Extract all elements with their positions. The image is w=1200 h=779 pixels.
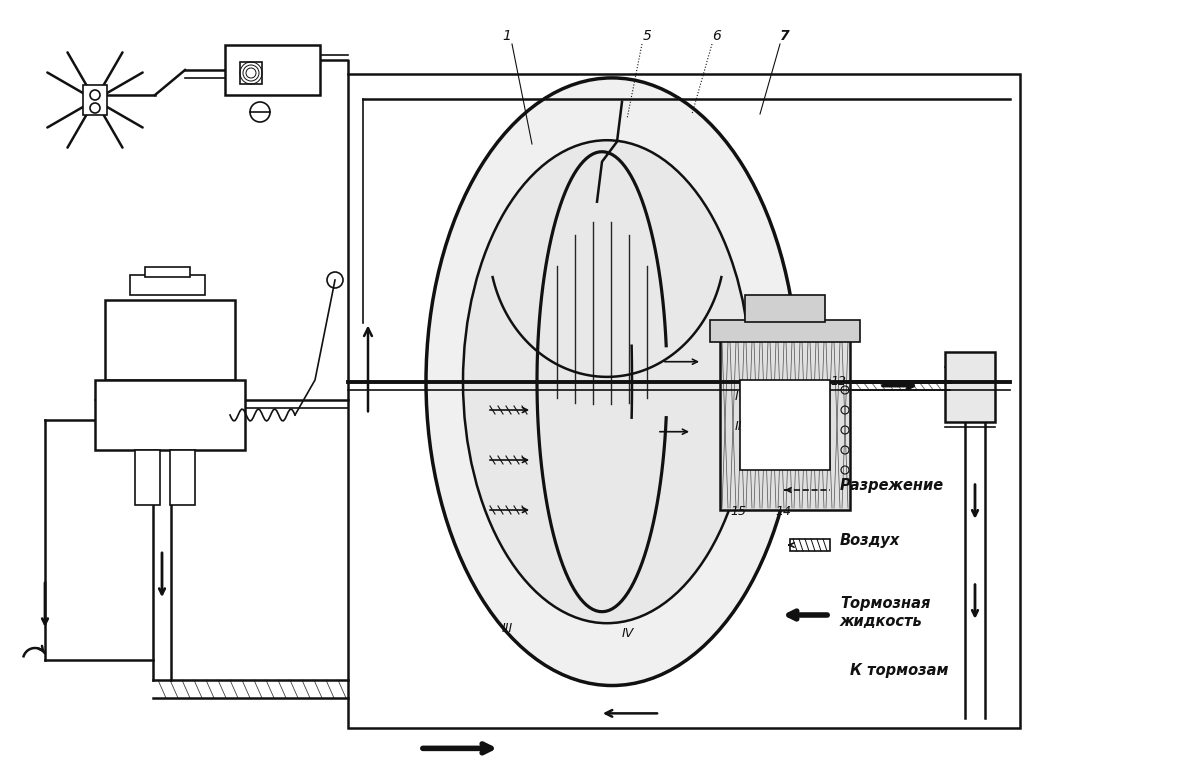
Text: Разрежение: Разрежение bbox=[840, 478, 944, 493]
Bar bbox=[240, 62, 262, 84]
Bar bbox=[720, 340, 850, 510]
Text: 15: 15 bbox=[730, 505, 746, 518]
Text: К тормозам: К тормозам bbox=[850, 663, 948, 678]
Bar bbox=[170, 450, 194, 505]
Bar bbox=[145, 267, 190, 277]
Ellipse shape bbox=[426, 78, 798, 686]
Bar bbox=[95, 380, 245, 450]
Ellipse shape bbox=[463, 140, 751, 623]
Bar bbox=[348, 74, 1020, 728]
Text: IV: IV bbox=[622, 627, 635, 640]
Text: 14: 14 bbox=[775, 505, 791, 518]
Text: Воздух: Воздух bbox=[840, 533, 900, 548]
Text: 7: 7 bbox=[780, 29, 790, 43]
Bar bbox=[130, 275, 205, 295]
Text: жидкость: жидкость bbox=[840, 614, 923, 629]
Bar bbox=[226, 45, 320, 95]
Bar bbox=[745, 295, 826, 322]
Text: II: II bbox=[734, 420, 743, 433]
Bar bbox=[710, 320, 860, 342]
Text: 1: 1 bbox=[503, 29, 511, 43]
Bar bbox=[83, 85, 107, 115]
Text: 12: 12 bbox=[830, 375, 846, 388]
Bar bbox=[134, 450, 160, 505]
Bar bbox=[946, 351, 995, 421]
Text: 5: 5 bbox=[642, 29, 652, 43]
Text: Тормозная: Тормозная bbox=[840, 596, 930, 611]
Bar bbox=[790, 539, 830, 551]
Text: 6: 6 bbox=[713, 29, 721, 43]
Text: III: III bbox=[502, 622, 514, 635]
Bar bbox=[740, 380, 830, 470]
Bar bbox=[106, 300, 235, 380]
Text: I: I bbox=[734, 390, 739, 403]
